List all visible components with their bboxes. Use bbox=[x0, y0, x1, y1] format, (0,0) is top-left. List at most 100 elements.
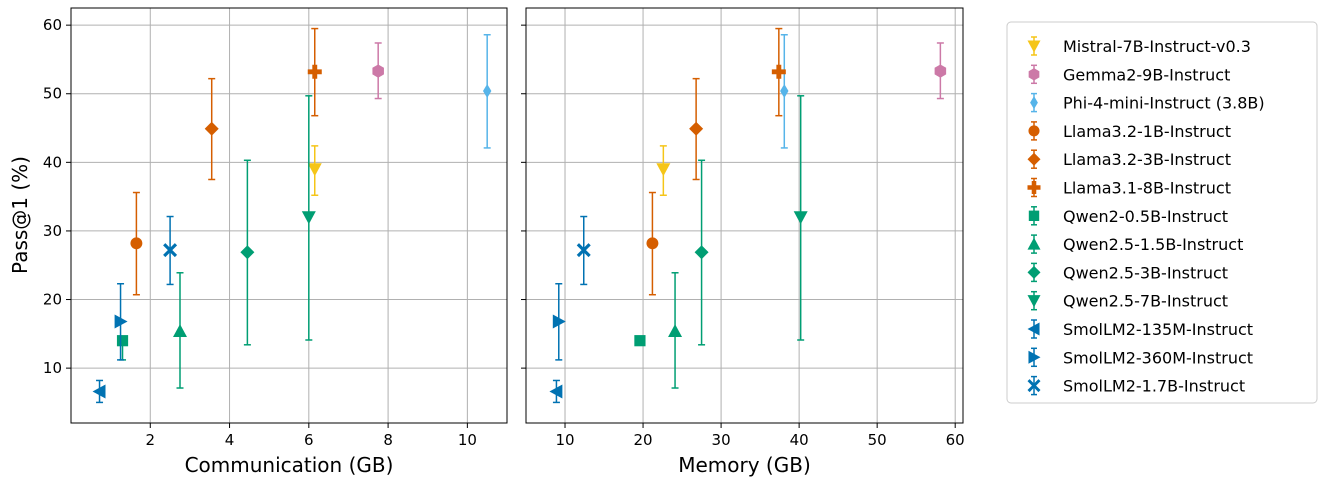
legend-box bbox=[1006, 21, 1318, 404]
data-point bbox=[116, 335, 129, 361]
data-point bbox=[92, 379, 106, 404]
legend-entry: SmolLM2-135M-Instruct bbox=[1027, 319, 1253, 339]
data-point bbox=[301, 95, 316, 341]
data-point bbox=[694, 159, 709, 346]
marker bbox=[656, 163, 671, 177]
data-points bbox=[549, 27, 947, 404]
data-point bbox=[163, 215, 178, 286]
legend-label: Qwen2.5-3B-Instruct bbox=[1063, 263, 1228, 282]
data-point bbox=[668, 272, 683, 389]
data-point bbox=[549, 379, 563, 404]
legend-entry: Mistral-7B-Instruct-v0.3 bbox=[1027, 36, 1251, 56]
x-tick-label: 10 bbox=[458, 431, 477, 449]
data-point bbox=[656, 145, 671, 197]
x-axis-label: Communication (GB) bbox=[185, 453, 394, 477]
y-tick-label: 20 bbox=[43, 291, 62, 309]
data-point bbox=[793, 95, 808, 341]
data-point bbox=[689, 77, 704, 181]
data-point bbox=[173, 272, 187, 389]
x-tick-label: 20 bbox=[634, 431, 653, 449]
marker bbox=[646, 237, 659, 250]
legend-label: Qwen2.5-7B-Instruct bbox=[1063, 292, 1228, 311]
data-point bbox=[372, 42, 384, 100]
legend-label: Llama3.2-1B-Instruct bbox=[1063, 122, 1231, 141]
legend-entry: SmolLM2-1.7B-Instruct bbox=[1027, 375, 1245, 396]
legend-label: Gemma2-9B-Instruct bbox=[1063, 65, 1230, 84]
marker bbox=[576, 243, 591, 258]
legend-label: SmolLM2-360M-Instruct bbox=[1063, 348, 1253, 367]
marker bbox=[793, 211, 808, 225]
data-points bbox=[92, 27, 492, 404]
legend-label: Llama3.1-8B-Instruct bbox=[1063, 179, 1231, 198]
x-tick-label: 30 bbox=[712, 431, 731, 449]
y-tick-label: 30 bbox=[43, 222, 62, 240]
marker bbox=[771, 64, 786, 79]
x-tick-label: 50 bbox=[868, 431, 887, 449]
data-point bbox=[780, 34, 789, 149]
data-point bbox=[307, 145, 322, 197]
data-point bbox=[130, 191, 143, 296]
marker bbox=[634, 335, 646, 347]
marker bbox=[92, 384, 106, 399]
data-point bbox=[204, 77, 219, 181]
legend-label: SmolLM2-135M-Instruct bbox=[1063, 320, 1253, 339]
legend-entry: Phi-4-mini-Instruct (3.8B) bbox=[1030, 92, 1265, 113]
legend-marker bbox=[1027, 237, 1041, 250]
data-point bbox=[114, 283, 128, 361]
marker bbox=[694, 245, 709, 260]
data-point bbox=[576, 215, 591, 286]
x-tick-label: 10 bbox=[555, 431, 574, 449]
legend-entry: Gemma2-9B-Instruct bbox=[1028, 64, 1230, 84]
legend-label: Mistral-7B-Instruct-v0.3 bbox=[1063, 37, 1251, 56]
marker bbox=[173, 324, 187, 338]
marker bbox=[307, 64, 322, 79]
legend-marker bbox=[1030, 96, 1038, 110]
axes-frame bbox=[70, 7, 508, 424]
data-point bbox=[771, 27, 786, 117]
marker bbox=[130, 237, 143, 250]
axes-frame bbox=[525, 7, 964, 424]
marker bbox=[204, 121, 219, 136]
data-point bbox=[552, 283, 566, 361]
legend-marker bbox=[1027, 265, 1041, 279]
legend-entry: Llama3.1-8B-Instruct bbox=[1027, 177, 1231, 198]
data-point bbox=[482, 34, 492, 149]
data-point bbox=[634, 335, 646, 347]
marker bbox=[240, 245, 255, 260]
legend-entry: Qwen2.5-7B-Instruct bbox=[1027, 290, 1228, 311]
marker bbox=[163, 243, 178, 258]
data-point bbox=[646, 191, 659, 296]
legend-label: SmolLM2-1.7B-Instruct bbox=[1063, 377, 1245, 396]
marker bbox=[549, 384, 563, 399]
communication-panel: 2 4 6 8 10 10 20 30 40 50 60 Communication (GB) bbox=[43, 7, 508, 477]
legend-label: Qwen2.5-1.5B-Instruct bbox=[1063, 235, 1243, 254]
y-tick-label: 60 bbox=[43, 16, 62, 34]
marker bbox=[934, 64, 947, 78]
legend-marker bbox=[1028, 125, 1040, 137]
legend-label: Phi-4-mini-Instruct (3.8B) bbox=[1063, 94, 1265, 113]
legend-label: Llama3.2-3B-Instruct bbox=[1063, 150, 1231, 169]
x-tick-label: 4 bbox=[225, 431, 235, 449]
legend-marker bbox=[1027, 181, 1041, 194]
y-tick-label: 50 bbox=[43, 85, 62, 103]
legend-entry: Llama3.2-3B-Instruct bbox=[1027, 149, 1231, 169]
legend-marker bbox=[1027, 322, 1040, 336]
x-tick-label: 60 bbox=[946, 431, 965, 449]
y-tick-label: 10 bbox=[43, 359, 62, 377]
y-tick-label: 40 bbox=[43, 153, 62, 171]
y-axis-label: Pass@1 (%) bbox=[8, 156, 32, 274]
legend-marker bbox=[1028, 210, 1040, 221]
legend-marker bbox=[1028, 350, 1041, 364]
x-tick-label: 2 bbox=[145, 431, 155, 449]
legend-entry: SmolLM2-360M-Instruct bbox=[1028, 347, 1253, 367]
marker bbox=[307, 163, 322, 177]
legend-marker bbox=[1028, 68, 1040, 81]
x-tick-label: 40 bbox=[790, 431, 809, 449]
x-tick-label: 8 bbox=[383, 431, 393, 449]
legend-marker bbox=[1027, 379, 1041, 393]
legend-marker bbox=[1027, 40, 1041, 53]
marker bbox=[116, 335, 129, 347]
marker bbox=[668, 324, 683, 338]
grid bbox=[71, 8, 507, 423]
